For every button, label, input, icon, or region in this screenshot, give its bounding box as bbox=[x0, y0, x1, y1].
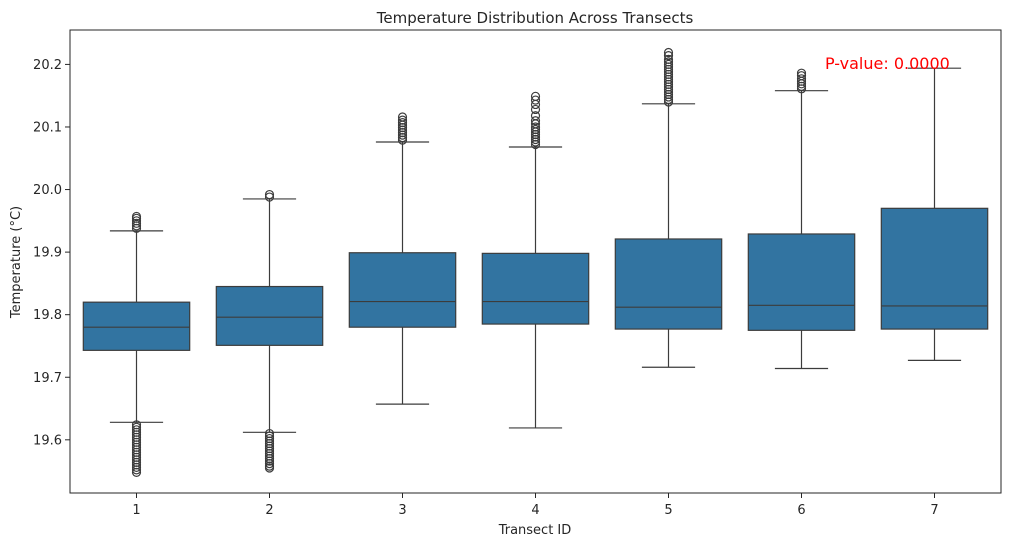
outlier-point bbox=[796, 74, 807, 84]
x-tick-label: 1 bbox=[132, 503, 140, 518]
outlier-point bbox=[264, 189, 275, 200]
iqr-box bbox=[481, 252, 590, 325]
box-group-2 bbox=[215, 189, 324, 473]
boxes-layer bbox=[82, 47, 989, 477]
x-tick-label: 5 bbox=[664, 503, 672, 518]
outlier-point bbox=[397, 115, 408, 125]
iqr-box bbox=[614, 238, 723, 330]
box-group-4 bbox=[481, 91, 590, 429]
outlier-point bbox=[530, 122, 541, 132]
y-tick-label: 20.0 bbox=[33, 183, 62, 198]
outlier-point bbox=[530, 95, 541, 105]
outlier-point bbox=[131, 218, 142, 228]
x-tick-label: 2 bbox=[265, 503, 273, 518]
outlier-point bbox=[796, 71, 807, 81]
iqr-box bbox=[348, 252, 457, 328]
outlier-point bbox=[131, 211, 142, 222]
iqr-box bbox=[747, 233, 856, 331]
x-axis: 1 2 3 4 5 6 7 bbox=[132, 493, 939, 518]
outlier-point bbox=[530, 104, 541, 115]
outlier-point bbox=[264, 431, 275, 441]
x-axis-title: Transect ID bbox=[498, 523, 572, 538]
outlier-point bbox=[530, 116, 541, 126]
y-tick-label: 19.8 bbox=[33, 308, 62, 323]
y-axis: 19.6 19.7 19.8 19.9 20.0 20.1 20.2 bbox=[33, 58, 70, 448]
chart-title: Temperature Distribution Across Transect… bbox=[376, 9, 694, 27]
outlier-point bbox=[131, 425, 142, 435]
outlier-point bbox=[663, 57, 674, 67]
box-group-5 bbox=[614, 47, 723, 368]
outlier-point bbox=[131, 422, 142, 432]
iqr-box bbox=[82, 301, 191, 351]
outlier-point bbox=[663, 51, 674, 61]
box-group-7 bbox=[880, 67, 989, 361]
outlier-point bbox=[663, 47, 674, 58]
p-value-annotation: P-value: 0.0000 bbox=[825, 54, 950, 73]
outlier-point bbox=[530, 124, 541, 135]
outlier-point bbox=[264, 192, 275, 202]
box-group-6 bbox=[747, 68, 856, 370]
outlier-point bbox=[264, 428, 275, 439]
outlier-point bbox=[663, 54, 674, 65]
box-group-3 bbox=[348, 112, 457, 405]
y-tick-label: 19.6 bbox=[33, 433, 62, 448]
outlier-point bbox=[397, 117, 408, 128]
outlier-point bbox=[530, 111, 541, 121]
outlier-point bbox=[796, 68, 807, 78]
box-group-1 bbox=[82, 211, 191, 477]
x-tick-label: 6 bbox=[797, 503, 805, 518]
iqr-box bbox=[215, 285, 324, 346]
outlier-point bbox=[264, 433, 275, 444]
x-tick-label: 7 bbox=[930, 503, 938, 518]
x-tick-label: 3 bbox=[398, 503, 406, 518]
outlier-point bbox=[131, 420, 142, 430]
outlier-point bbox=[663, 59, 674, 70]
y-axis-title: Temperature (°C) bbox=[9, 206, 24, 319]
outlier-point bbox=[397, 112, 408, 122]
y-tick-label: 20.2 bbox=[33, 58, 62, 73]
y-tick-label: 20.1 bbox=[33, 120, 62, 135]
outlier-point bbox=[131, 216, 142, 226]
y-tick-label: 19.7 bbox=[33, 371, 62, 386]
iqr-box bbox=[880, 207, 989, 330]
y-tick-label: 19.9 bbox=[33, 246, 62, 261]
x-tick-label: 4 bbox=[531, 503, 539, 518]
outlier-point bbox=[530, 91, 541, 101]
